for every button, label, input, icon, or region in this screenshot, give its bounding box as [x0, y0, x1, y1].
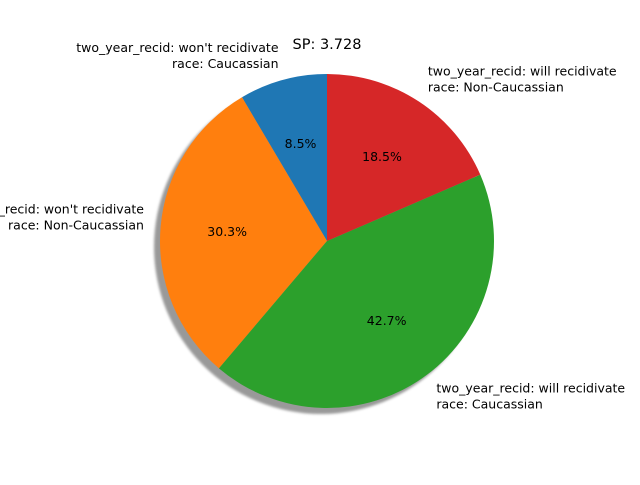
pie-percent-label-0: 8.5%	[285, 136, 317, 151]
pie-slice-label-2-line1: two_year_recid: will recidivate	[436, 381, 625, 396]
pie-slice-labels: two_year_recid: won't recidivate race: Ca…	[0, 40, 625, 412]
pie-slice-label-1-line1: two_year_recid: won't recidivate	[0, 201, 144, 216]
pie-slice-1	[160, 97, 327, 369]
pie-slice-label-1-line2: race: Non-Caucassian	[8, 217, 144, 232]
pie-percent-labels: 8.5% 30.3% 42.7% 18.5%	[207, 136, 406, 328]
pie-slice-label-3-line2: race: Non-Caucassian	[428, 79, 564, 94]
pie-slices	[160, 74, 494, 409]
pie-slice-label-2-line2: race: Caucassian	[436, 397, 542, 412]
pie-percent-label-3: 18.5%	[362, 149, 402, 164]
chart-title: SP: 3.728	[293, 37, 362, 53]
pie-slice-0	[241, 74, 327, 241]
pie-slice-3	[327, 74, 481, 241]
pie-slice-label-3-line1: two_year_recid: will recidivate	[428, 63, 617, 78]
pie-slice-label-0-line1: two_year_recid: won't recidivate	[76, 40, 279, 55]
pie-slice-label-3: two_year_recid: will recidivate race: Non…	[428, 63, 617, 94]
pie-percent-label-1: 30.3%	[207, 224, 247, 239]
pie-slice-label-0: two_year_recid: won't recidivate race: Ca…	[76, 40, 279, 71]
pie-slice-2	[218, 174, 494, 409]
pie-slice-label-2: two_year_recid: will recidivate race: Cau…	[436, 381, 625, 412]
pie-percent-label-2: 42.7%	[367, 313, 407, 328]
pie-slice-label-0-line2: race: Caucassian	[172, 56, 278, 71]
